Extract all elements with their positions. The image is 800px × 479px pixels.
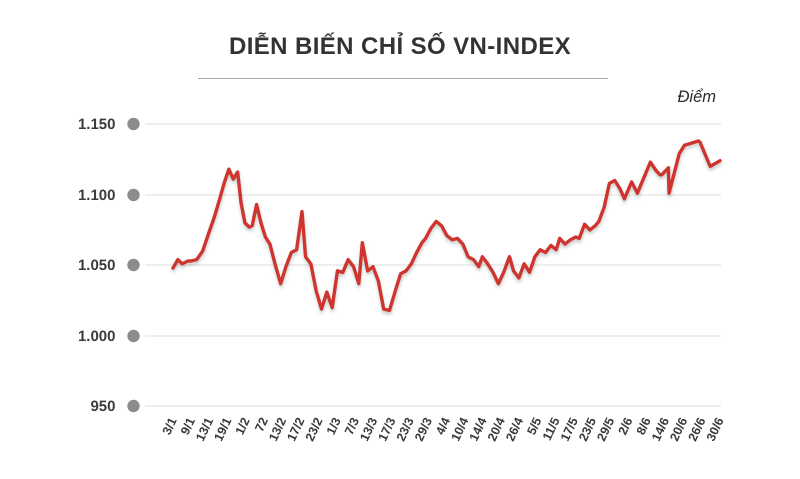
svg-text:30/6: 30/6 bbox=[704, 415, 727, 443]
svg-text:1/3: 1/3 bbox=[324, 415, 344, 437]
svg-text:3/1: 3/1 bbox=[160, 415, 180, 437]
svg-text:23/5: 23/5 bbox=[576, 415, 599, 443]
svg-text:17/5: 17/5 bbox=[558, 415, 581, 443]
svg-text:17/2: 17/2 bbox=[284, 415, 307, 443]
svg-text:26/4: 26/4 bbox=[503, 415, 526, 443]
svg-text:26/6: 26/6 bbox=[686, 415, 709, 443]
svg-text:1.050: 1.050 bbox=[78, 257, 116, 274]
svg-text:13/2: 13/2 bbox=[266, 415, 289, 443]
svg-text:29/3: 29/3 bbox=[412, 415, 435, 443]
svg-text:17/3: 17/3 bbox=[376, 415, 399, 443]
svg-text:13/1: 13/1 bbox=[193, 415, 216, 443]
svg-text:1.100: 1.100 bbox=[78, 187, 116, 204]
svg-text:950: 950 bbox=[90, 398, 115, 415]
svg-text:23/2: 23/2 bbox=[303, 415, 326, 443]
svg-text:2/6: 2/6 bbox=[616, 415, 636, 437]
svg-text:19/1: 19/1 bbox=[211, 415, 234, 443]
svg-text:20/4: 20/4 bbox=[485, 415, 508, 443]
svg-text:13/3: 13/3 bbox=[357, 415, 380, 443]
svg-text:1.000: 1.000 bbox=[78, 328, 116, 345]
svg-text:20/6: 20/6 bbox=[667, 415, 690, 443]
svg-text:1/2: 1/2 bbox=[233, 415, 253, 437]
svg-text:23/3: 23/3 bbox=[394, 415, 417, 443]
svg-text:14/4: 14/4 bbox=[467, 415, 490, 443]
svg-text:10/4: 10/4 bbox=[448, 415, 471, 443]
svg-text:1.150: 1.150 bbox=[78, 116, 116, 133]
svg-text:14/6: 14/6 bbox=[649, 415, 672, 443]
svg-text:29/5: 29/5 bbox=[594, 415, 617, 443]
